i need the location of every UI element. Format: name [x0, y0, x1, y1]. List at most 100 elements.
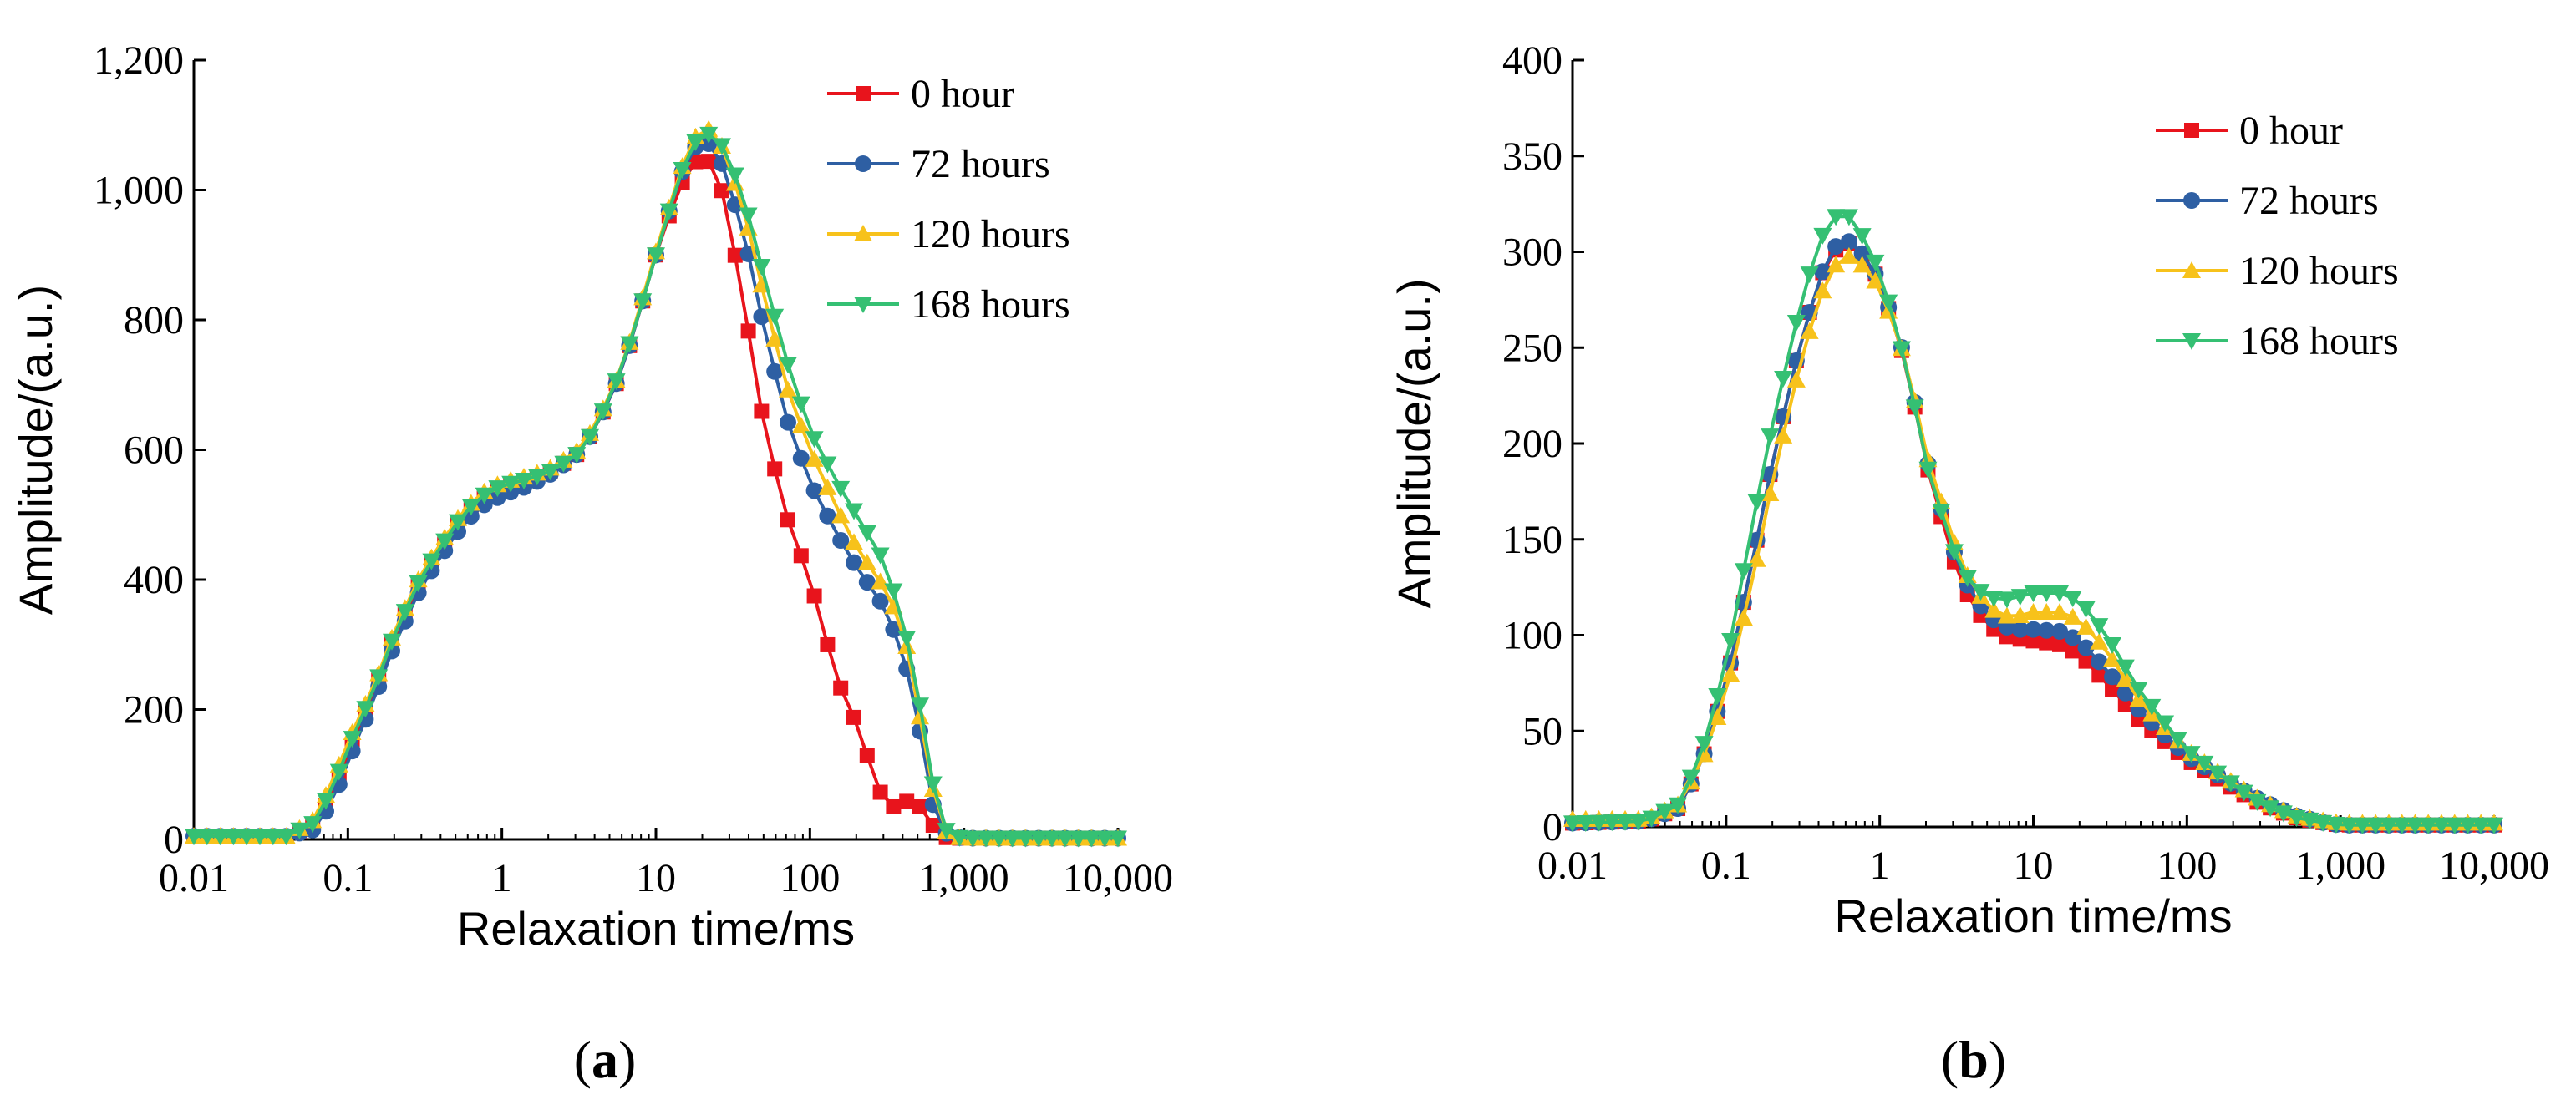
- data-point: [2064, 629, 2081, 646]
- data-point: [2024, 602, 2043, 620]
- data-point: [937, 823, 956, 840]
- x-axis-label: Relaxation time/ms: [1834, 890, 2232, 942]
- data-point: [2010, 589, 2030, 606]
- chart-a: 0 200 400 600 800 1,000 1,200 0.01 0.1 1 10 100 1,00…: [9, 38, 1173, 955]
- x-tick-label: 1: [1870, 844, 1890, 888]
- data-point: [2458, 817, 2477, 834]
- data-point: [2182, 746, 2201, 763]
- panel-label-b: (b): [1941, 1030, 2006, 1089]
- data-point: [714, 183, 729, 199]
- data-point: [818, 478, 837, 495]
- data-point: [2287, 810, 2306, 828]
- data-point: [2105, 682, 2121, 697]
- data-point: [277, 829, 296, 846]
- data-point: [1669, 797, 1688, 814]
- data-point: [1628, 814, 1648, 831]
- data-point: [845, 503, 863, 520]
- data-point: [1563, 815, 1582, 833]
- data-point: [329, 763, 348, 781]
- data-point: [647, 247, 665, 265]
- data-point: [1866, 271, 1885, 289]
- data-point: [2234, 784, 2253, 802]
- data-point: [2485, 817, 2503, 834]
- data-point: [686, 134, 705, 151]
- data-point: [2142, 698, 2162, 716]
- x-axis-label: Relaxation time/ms: [457, 902, 855, 955]
- legend-label: 120 hours: [2239, 249, 2399, 293]
- data-point: [593, 403, 612, 421]
- data-point: [409, 575, 428, 593]
- data-point: [1095, 830, 1115, 848]
- data-point: [1879, 294, 1898, 312]
- data-point: [343, 731, 362, 748]
- x-tick-label: 0.01: [159, 856, 229, 900]
- data-point: [1997, 591, 2016, 609]
- data-point: [899, 793, 915, 809]
- data-point: [805, 431, 824, 449]
- data-point: [2274, 805, 2293, 823]
- x-tick-label: 10: [2014, 844, 2054, 888]
- data-point: [1761, 484, 1780, 501]
- data-point: [633, 293, 653, 311]
- x-tick-label: 100: [2157, 844, 2217, 888]
- data-point: [607, 373, 626, 391]
- data-point: [673, 162, 692, 180]
- data-point: [727, 247, 743, 263]
- legend-label: 168 hours: [911, 282, 1070, 327]
- data-point: [1827, 209, 1846, 226]
- data-point: [846, 709, 861, 725]
- data-point: [489, 489, 506, 506]
- y-tick-label: 150: [1502, 518, 1562, 562]
- data-point: [197, 829, 216, 846]
- data-point: [1800, 322, 1819, 339]
- data-point: [1761, 428, 1780, 446]
- data-point: [2431, 817, 2451, 834]
- data-point: [1958, 570, 1977, 587]
- data-point: [886, 798, 902, 814]
- legend-label: 120 hours: [911, 212, 1070, 256]
- data-point: [1774, 370, 1793, 388]
- data-point: [2103, 650, 2122, 667]
- data-point: [1892, 341, 1911, 358]
- data-point: [805, 449, 824, 467]
- data-point: [1774, 426, 1793, 444]
- data-point: [1708, 688, 1727, 706]
- x-tick-label: 100: [780, 856, 840, 900]
- data-point: [1082, 830, 1101, 848]
- data-point: [317, 793, 335, 810]
- data-point: [2326, 817, 2345, 834]
- data-point: [1918, 461, 1938, 479]
- data-point: [581, 428, 599, 446]
- data-point: [765, 308, 785, 326]
- data-point: [303, 816, 323, 834]
- data-point: [2024, 585, 2043, 603]
- data-point: [501, 475, 521, 493]
- data-point: [2116, 659, 2135, 677]
- series-4: [1563, 209, 2503, 834]
- y-tick-label: 800: [124, 298, 184, 342]
- data-point: [2445, 817, 2464, 834]
- data-point: [2038, 621, 2055, 639]
- panel-label-b-close: ): [1989, 1030, 2006, 1089]
- data-point: [833, 680, 849, 696]
- data-point: [1905, 399, 1924, 417]
- y-tick-label: 50: [1522, 709, 1562, 753]
- data-point: [1576, 814, 1595, 832]
- data-point: [2300, 812, 2319, 829]
- x-tick-label: 10: [636, 856, 676, 900]
- data-point: [1839, 246, 1858, 264]
- data-point: [2052, 636, 2068, 652]
- y-axis-label: Amplitude/(a.u.): [1388, 278, 1440, 608]
- data-point: [688, 154, 704, 170]
- data-point: [541, 464, 560, 481]
- data-point: [832, 532, 850, 550]
- data-point: [1747, 494, 1766, 511]
- data-point: [780, 413, 796, 431]
- panel-label-a-close: ): [618, 1030, 636, 1089]
- data-point: [792, 449, 810, 467]
- data-point: [1984, 590, 2004, 607]
- data-point: [1721, 665, 1740, 682]
- data-point: [2156, 715, 2175, 732]
- data-point: [1043, 830, 1061, 848]
- data-point: [1681, 769, 1700, 787]
